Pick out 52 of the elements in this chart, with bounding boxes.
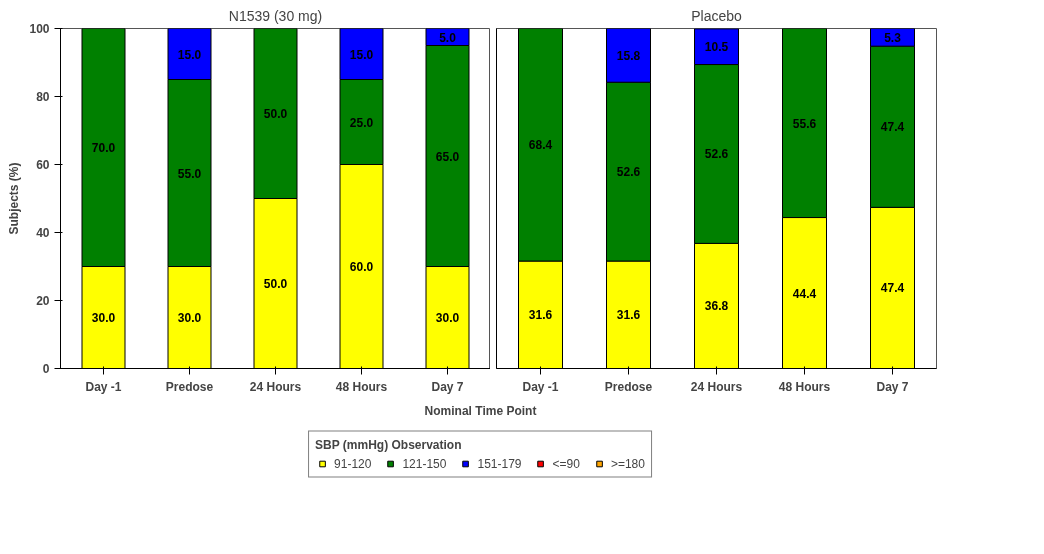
legend-title: SBP (mmHg) Observation	[315, 437, 463, 452]
chart-title: N1539 (30 mg)	[228, 7, 323, 24]
x-tick-label: Day -1	[85, 379, 122, 394]
data-label: 60.0	[349, 260, 374, 274]
data-label: 10.5	[704, 40, 729, 55]
data-label: 30.0	[435, 311, 460, 325]
data-label: 25.0	[349, 115, 374, 130]
y-axis-title: Subjects (%)	[7, 162, 22, 235]
x-tick-label: Predose	[604, 379, 653, 394]
data-label: 5.3	[884, 30, 902, 45]
data-label: 36.8	[704, 299, 729, 314]
data-label: 15.0	[349, 47, 374, 62]
chart-title: Placebo	[691, 7, 743, 24]
legend-label: 91-120	[334, 456, 372, 471]
x-axis-title: Nominal Time Point	[424, 403, 537, 418]
legend-label: >=180	[610, 456, 645, 471]
data-label: 31.6	[616, 308, 641, 323]
data-label: 47.4	[880, 120, 905, 135]
data-label: 31.6	[528, 308, 553, 323]
y-tick-label: 100	[29, 22, 50, 36]
data-label: 44.4	[792, 286, 817, 301]
data-label: 55.0	[177, 166, 202, 181]
legend-label: 151-179	[477, 456, 522, 471]
data-label: 47.4	[880, 281, 905, 296]
data-label: 5.0	[439, 30, 457, 45]
x-tick-label: Day -1	[522, 379, 559, 394]
y-tick-label: 40	[36, 226, 50, 240]
legend-label: 121-150	[402, 456, 447, 471]
x-tick-label: Day 7	[431, 379, 464, 394]
data-label: 50.0	[263, 107, 288, 121]
data-label: 52.6	[616, 165, 641, 180]
data-label: 30.0	[177, 311, 202, 325]
x-tick-label: 48 Hours	[335, 379, 388, 394]
x-tick-label: Predose	[165, 379, 214, 394]
y-tick-label: 80	[36, 90, 50, 104]
data-label: 70.0	[91, 141, 116, 155]
y-tick-label: 20	[36, 294, 50, 308]
data-label: 52.6	[704, 147, 729, 162]
data-label: 30.0	[91, 311, 116, 325]
y-tick-label: 60	[36, 158, 50, 172]
data-label: 68.4	[528, 138, 553, 153]
x-tick-label: 48 Hours	[778, 379, 831, 394]
data-label: 15.8	[616, 48, 641, 63]
x-tick-label: Day 7	[876, 379, 909, 394]
legend-label: <=90	[552, 456, 580, 471]
data-label: 15.0	[177, 47, 202, 62]
x-tick-label: 24 Hours	[249, 379, 302, 394]
y-tick-label: 0	[42, 362, 50, 376]
data-label: 65.0	[435, 149, 460, 164]
data-label: 55.6	[792, 116, 817, 131]
x-tick-label: 24 Hours	[690, 379, 743, 394]
data-label: 50.0	[263, 277, 288, 291]
